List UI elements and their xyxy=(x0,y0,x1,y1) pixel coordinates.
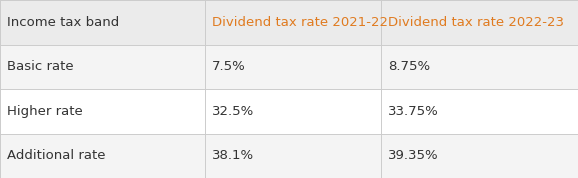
Text: Basic rate: Basic rate xyxy=(7,60,73,73)
Bar xyxy=(0,44,205,89)
Text: Dividend tax rate 2022-23: Dividend tax rate 2022-23 xyxy=(388,16,564,29)
Bar xyxy=(0,134,205,178)
Bar xyxy=(0,89,205,134)
Bar xyxy=(381,89,578,134)
Text: 32.5%: 32.5% xyxy=(212,105,254,118)
Text: 38.1%: 38.1% xyxy=(212,149,254,162)
Bar xyxy=(381,134,578,178)
Bar xyxy=(0,0,205,44)
Text: Higher rate: Higher rate xyxy=(7,105,83,118)
Text: 8.75%: 8.75% xyxy=(388,60,431,73)
Bar xyxy=(205,0,381,44)
Bar xyxy=(381,0,578,44)
Bar xyxy=(381,44,578,89)
Text: Income tax band: Income tax band xyxy=(7,16,119,29)
Text: 39.35%: 39.35% xyxy=(388,149,439,162)
Bar xyxy=(205,44,381,89)
Bar xyxy=(205,89,381,134)
Text: 7.5%: 7.5% xyxy=(212,60,246,73)
Text: 33.75%: 33.75% xyxy=(388,105,439,118)
Text: Dividend tax rate 2021-22: Dividend tax rate 2021-22 xyxy=(212,16,388,29)
Bar xyxy=(205,134,381,178)
Text: Additional rate: Additional rate xyxy=(7,149,105,162)
